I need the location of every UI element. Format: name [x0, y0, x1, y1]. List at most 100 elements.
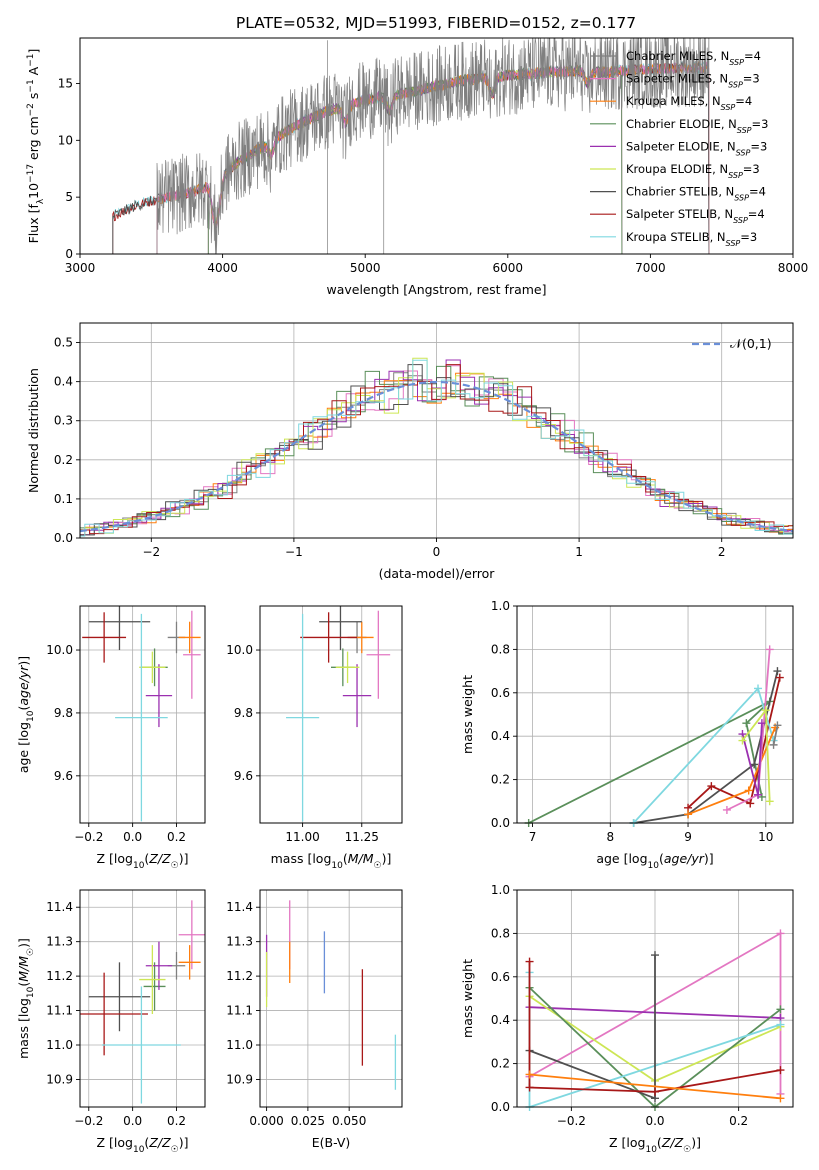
massweight_vs_Z-frame [516, 889, 794, 1108]
y-tick-label: 9.8 [54, 706, 73, 720]
normal-curve [79, 380, 794, 533]
legend-label: Kroupa STELIB, NSSP=3 [626, 230, 757, 248]
weight-marker [765, 645, 774, 654]
residuals-ylabel: Normed distribution [26, 368, 41, 493]
y-tick-label: 11.3 [46, 935, 73, 949]
x-tick-label: 7000 [635, 261, 666, 275]
weight-marker [775, 673, 784, 682]
x-tick-label: 8 [606, 830, 614, 844]
mass_vs_Z-ylabel: mass [log10(M/M☉)] [16, 938, 36, 1059]
y-tick-label: 11.1 [46, 1004, 73, 1018]
weight-marker [773, 667, 782, 676]
age_vs_Z-frame [79, 605, 206, 824]
figure-title: PLATE=0532, MJD=51993, FIBERID=0152, z=0… [236, 14, 636, 32]
weight-line-salpeter-stelib [528, 961, 781, 1093]
massweight_vs_age-frame [516, 605, 794, 824]
x-tick-label: 0.2 [167, 1114, 186, 1128]
weight-line-kroupa-miles [529, 1073, 781, 1100]
mass_vs_ebv-frame [259, 889, 403, 1108]
x-tick-label: 9 [684, 830, 692, 844]
weight-marker [525, 957, 534, 966]
y-tick-label: 5 [65, 190, 73, 204]
axes-mass_vs_Z: −0.2 0.0 0.2 10.9 11.0 11.1 11.2 11.3 11.4 [46, 890, 205, 1128]
y-tick-label: 10.9 [226, 1072, 253, 1086]
axes-age_vs_mass: 11.00 11.25 9.6 9.8 10.0 [226, 606, 402, 844]
weight-marker [776, 1066, 785, 1075]
y-tick-label: 0.4 [54, 375, 73, 389]
y-tick-label: 0.8 [491, 926, 510, 940]
weight-marker [757, 719, 766, 728]
weight-marker [746, 799, 755, 808]
y-tick-label: 0.8 [491, 642, 510, 656]
massweight_vs_age-ylabel: mass weight [460, 675, 475, 754]
y-tick-label: 0.1 [54, 492, 73, 506]
spectrum-xlabel: wavelength [Angstrom, rest frame] [326, 282, 546, 297]
x-tick-label: 6000 [493, 261, 524, 275]
y-tick-label: 0.2 [54, 453, 73, 467]
y-tick-label: 0 [65, 247, 73, 261]
y-tick-label: 0.2 [491, 773, 510, 787]
axes-age_vs_Z: −0.2 0.0 0.2 9.6 9.8 10.0 [46, 606, 205, 844]
x-tick-label: −0.2 [557, 1114, 586, 1128]
weight-line-salpeter-stelib [687, 677, 781, 809]
age_vs_mass-frame [259, 605, 403, 824]
y-tick-label: 11.4 [226, 900, 253, 914]
mass_vs_ebv-xlabel: E(B-V) [312, 1135, 351, 1150]
axes-spectrum: 3000 4000 5000 6000 7000 8000 0 5 10 15 [58, 76, 809, 275]
x-tick-label: 11.25 [345, 830, 379, 844]
legend-label: 𝒩(0,1) [730, 336, 772, 351]
spectrum-legend: Chabrier MILES, NSSP=4 Salpeter MILES, NS… [590, 49, 768, 247]
x-tick-label: 2 [718, 545, 726, 559]
legend-label: Chabrier MILES, NSSP=4 [626, 49, 761, 67]
legend-label: Chabrier ELODIE, NSSP=3 [626, 117, 768, 135]
y-tick-label: 9.6 [234, 769, 253, 783]
weight-marker [744, 786, 753, 795]
weight-marker [754, 790, 763, 799]
x-tick-label: 0.2 [729, 1114, 748, 1128]
legend-label: Kroupa ELODIE, NSSP=3 [626, 162, 760, 180]
weight-marker [742, 719, 751, 728]
weight-marker [776, 929, 785, 938]
x-tick-label: 11.00 [285, 830, 319, 844]
y-tick-label: 0.0 [54, 531, 73, 545]
y-tick-label: 10.0 [226, 643, 253, 657]
weight-marker [651, 951, 659, 960]
weight-marker [750, 760, 759, 769]
y-tick-label: 10 [58, 133, 73, 147]
y-tick-label: 0.2 [491, 1057, 510, 1071]
x-tick-label: 7 [529, 830, 537, 844]
x-tick-label: 0.0 [123, 1114, 142, 1128]
massweight_vs_age-xlabel: age [log10(age/yr)] [596, 851, 713, 871]
weight-marker [525, 1070, 534, 1079]
weight-marker [738, 736, 747, 745]
legend-label: Salpeter MILES, NSSP=3 [626, 72, 760, 90]
spectrum-ylabel: Flux [fλ10−17 erg cm−2 s−1 A−1] [26, 49, 46, 244]
x-tick-label: −0.2 [74, 1114, 103, 1128]
y-tick-label: 0.4 [491, 729, 510, 743]
residual-histogram-chabrier-stelib [80, 364, 793, 536]
mass_vs_Z-xlabel: Z [log10(Z/Z☉)] [97, 1135, 189, 1155]
y-tick-label: 15 [58, 76, 73, 90]
spectrum-frame [79, 37, 794, 255]
spectrum-line-chabrier-miles [156, 38, 710, 254]
weight-marker [773, 721, 782, 730]
weight-marker [754, 684, 763, 693]
x-tick-label: 3000 [65, 261, 96, 275]
x-tick-label: 0.050 [332, 1114, 366, 1128]
legend-label: Salpeter STELIB, NSSP=4 [626, 207, 765, 225]
y-tick-label: 9.8 [234, 706, 253, 720]
x-tick-label: 10 [758, 830, 773, 844]
x-tick-label: −1 [285, 545, 303, 559]
y-tick-label: 11.3 [226, 935, 253, 949]
x-tick-label: 4000 [207, 261, 238, 275]
y-tick-label: 11.1 [226, 1004, 253, 1018]
x-tick-label: 0.2 [167, 830, 186, 844]
y-tick-label: 0.0 [491, 816, 510, 830]
residual-histogram-kroupa-elodie [80, 357, 793, 534]
weight-marker [684, 810, 693, 819]
x-tick-label: 0.000 [249, 1114, 283, 1128]
legend-label: Chabrier STELIB, NSSP=4 [626, 185, 766, 203]
weight-marker [776, 1094, 785, 1103]
massweight_vs_Z-xlabel: Z [log10(Z/Z☉)] [609, 1135, 701, 1155]
mass_vs_Z-frame [79, 889, 206, 1108]
